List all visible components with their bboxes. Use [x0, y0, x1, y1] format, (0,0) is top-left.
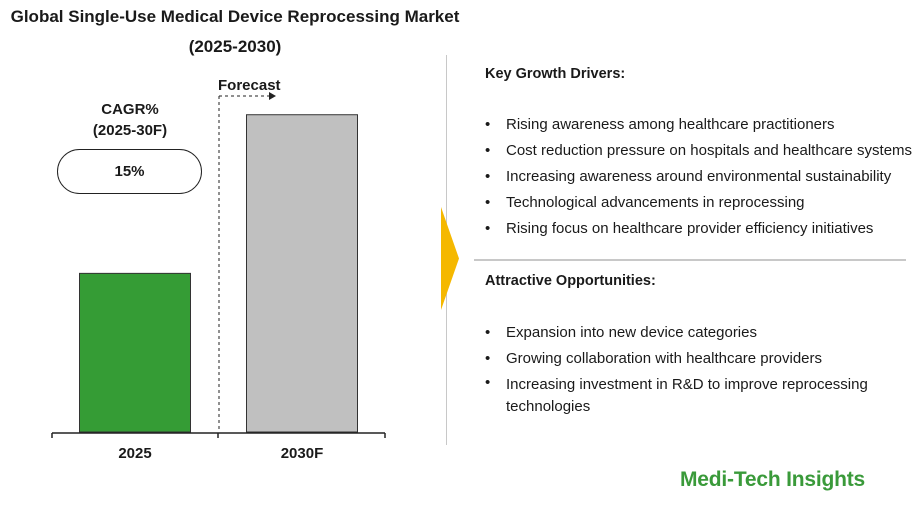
bar-2030f	[246, 114, 358, 433]
list-item: Increasing awareness around environmenta…	[485, 164, 912, 190]
cagr-value-pill: 15%	[57, 149, 202, 194]
chevron-arrow-icon	[441, 207, 459, 310]
list-item: Cost reduction pressure on hospitals and…	[485, 138, 912, 164]
x-tick-label: 2025	[118, 445, 151, 462]
chart-subtitle: (2025-2030)	[188, 37, 282, 56]
list-item: Rising focus on healthcare provider effi…	[485, 216, 912, 242]
cagr-period-label: (2025-30F)	[92, 122, 168, 139]
list-item: Growing collaboration with healthcare pr…	[485, 346, 895, 372]
list-item: Expansion into new device categories	[485, 320, 895, 346]
forecast-arrow-head	[269, 92, 276, 100]
key-growth-drivers-title: Key Growth Drivers:	[485, 66, 626, 82]
list-item: Technological advancements in reprocessi…	[485, 190, 912, 216]
list-item: Rising awareness among healthcare practi…	[485, 112, 912, 138]
brand-logo: Medi-Tech Insights	[680, 468, 866, 491]
cagr-label: CAGR%	[101, 101, 159, 118]
cagr-value: 15%	[114, 163, 145, 180]
opportunities-list: Expansion into new device categories Gro…	[485, 320, 895, 418]
chart-title: Global Single-Use Medical Device Reproce…	[10, 7, 460, 26]
forecast-label: Forecast	[218, 77, 281, 94]
section-divider	[474, 259, 906, 261]
list-item: Increasing investment in R&D to improve …	[485, 372, 895, 418]
bar-2025	[79, 272, 191, 433]
drivers-list: Rising awareness among healthcare practi…	[485, 112, 912, 242]
x-tick-label: 2030F	[281, 445, 324, 462]
attractive-opportunities-title: Attractive Opportunities:	[485, 273, 656, 289]
market-bar-chart: 2025 2030F	[51, 92, 386, 462]
